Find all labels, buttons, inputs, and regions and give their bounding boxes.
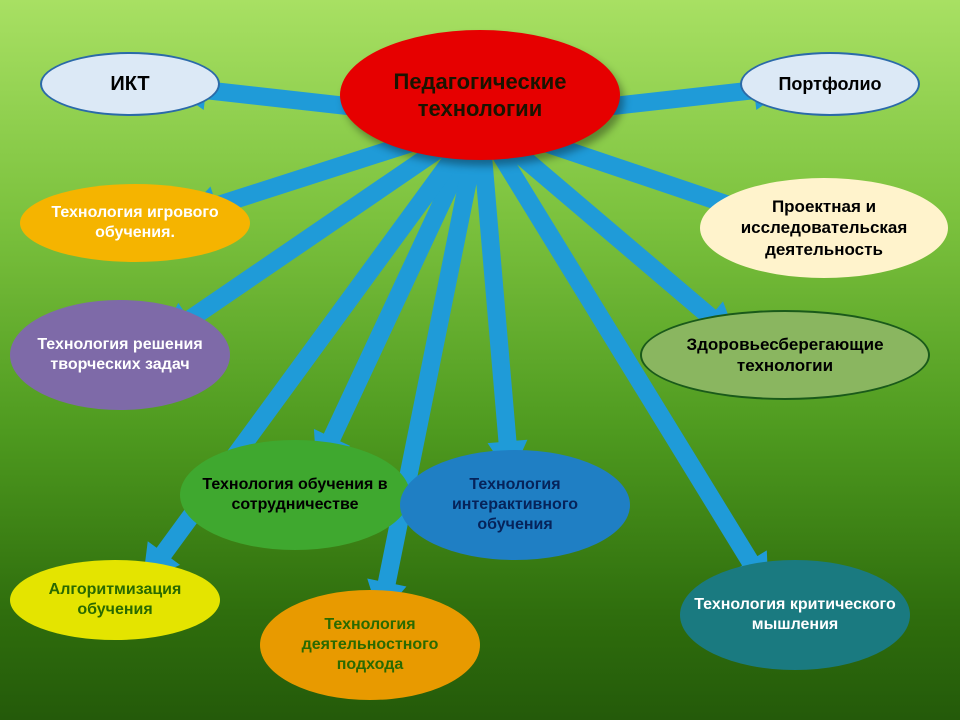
center-node: Педагогические технологии [340,30,620,160]
node-health-label: Здоровьесберегающие технологии [656,334,914,377]
node-portfolio: Портфолио [740,52,920,116]
node-critical: Технология критического мышления [680,560,910,670]
node-creative: Технология решения творческих задач [10,300,230,410]
node-activity: Технология деятельностного подхода [260,590,480,700]
node-activity-label: Технология деятельностного подхода [274,615,466,675]
node-coop-label: Технология обучения в сотрудничестве [194,475,396,515]
node-game-label: Технология игрового обучения. [34,203,236,243]
node-ikt: ИКТ [40,52,220,116]
node-coop: Технология обучения в сотрудничестве [180,440,410,550]
node-health: Здоровьесберегающие технологии [640,310,930,400]
node-creative-label: Технология решения творческих задач [24,335,216,375]
node-ikt-label: ИКТ [110,72,149,97]
center-label: Педагогические технологии [354,68,606,123]
node-algo: Алгоритмизация обучения [10,560,220,640]
node-interactive: Технология интерактивного обучения [400,450,630,560]
node-project-label: Проектная и исследовательская деятельнос… [714,196,934,260]
node-project: Проектная и исследовательская деятельнос… [700,178,948,278]
node-game: Технология игрового обучения. [20,184,250,262]
node-critical-label: Технология критического мышления [694,595,896,635]
node-algo-label: Алгоритмизация обучения [24,580,206,620]
node-portfolio-label: Портфолио [778,73,881,96]
node-interactive-label: Технология интерактивного обучения [414,475,616,535]
